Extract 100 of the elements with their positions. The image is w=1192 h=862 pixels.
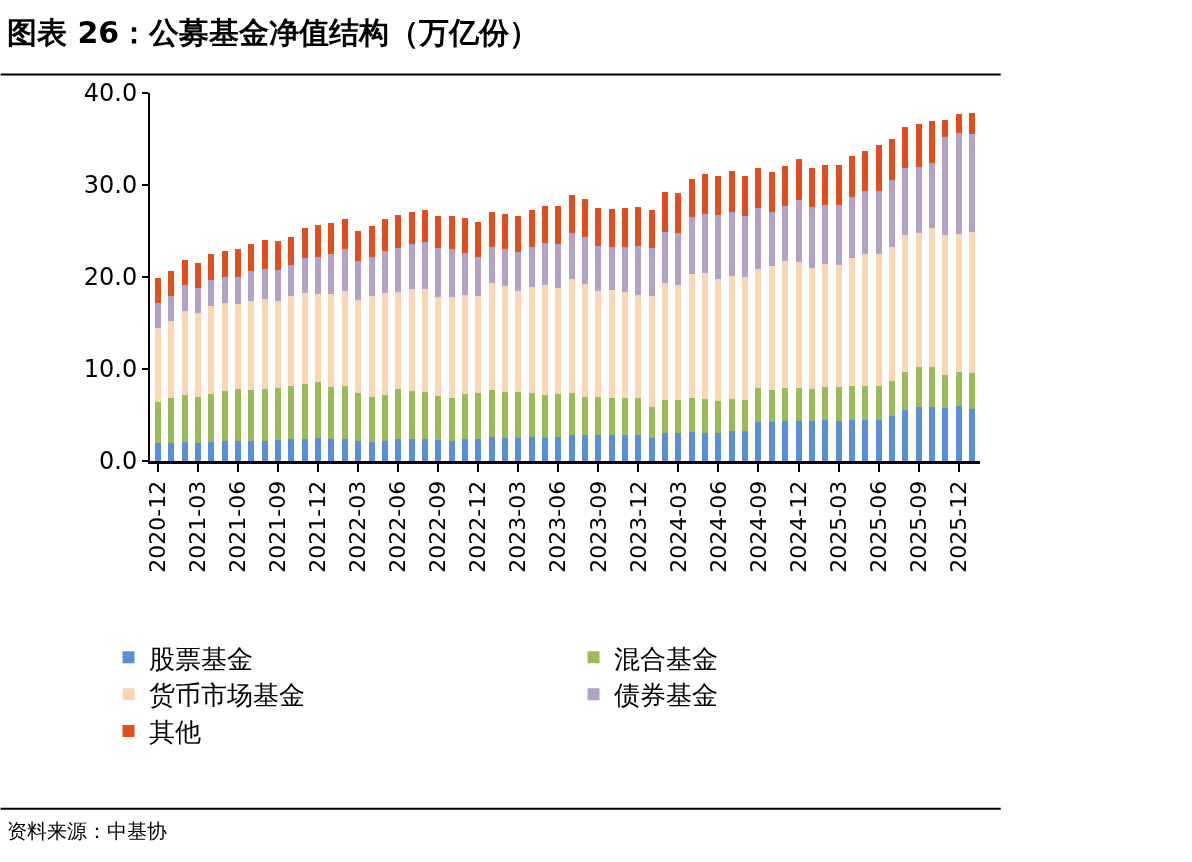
bar <box>808 267 815 390</box>
bar <box>688 178 695 218</box>
bar <box>341 438 348 461</box>
bar <box>955 114 962 133</box>
bar <box>341 290 348 387</box>
bar <box>675 285 682 401</box>
bar <box>261 299 268 390</box>
y-tick-label: 30.0 <box>83 171 138 200</box>
bar <box>501 213 508 250</box>
text: 资料来源：中基协 <box>7 819 167 843</box>
bar <box>208 393 215 442</box>
bar <box>622 208 629 247</box>
x-tick-label: 2024-03 <box>665 480 691 573</box>
bar <box>315 381 322 438</box>
bar <box>168 321 175 398</box>
bar <box>968 134 975 232</box>
bar <box>541 394 548 438</box>
bar <box>208 441 215 461</box>
bar <box>688 274 695 398</box>
bar <box>582 198 589 237</box>
bar <box>555 243 562 289</box>
bar <box>755 208 762 269</box>
bar <box>902 234 909 372</box>
bar <box>582 435 589 461</box>
bar <box>662 192 669 232</box>
bar <box>461 438 468 461</box>
bar <box>448 440 455 461</box>
bar <box>301 228 308 258</box>
bar <box>955 405 962 461</box>
bar <box>915 232 922 368</box>
bar <box>408 288 415 392</box>
bar <box>235 389 242 441</box>
bar <box>968 372 975 409</box>
chart-title: 图表 26：公募基金净值结构（万亿份） <box>7 15 540 50</box>
bar <box>888 246 895 381</box>
bar <box>368 396 375 442</box>
bar <box>715 175 722 216</box>
bar <box>328 294 335 388</box>
bar <box>355 231 362 262</box>
bar <box>221 251 228 277</box>
bar <box>315 294 322 382</box>
bar <box>608 398 615 436</box>
bar <box>902 168 909 235</box>
bar <box>168 271 175 297</box>
bar <box>301 292 308 384</box>
bar <box>622 435 629 461</box>
bar <box>888 180 895 247</box>
bar <box>501 286 508 392</box>
bar <box>461 253 468 296</box>
bar <box>488 437 495 461</box>
bar <box>888 139 895 181</box>
bar <box>688 431 695 461</box>
bar <box>635 398 642 436</box>
bar <box>635 435 642 461</box>
bar <box>541 285 548 395</box>
bar <box>662 282 669 401</box>
bar <box>915 166 922 233</box>
bar <box>501 392 508 438</box>
bar <box>541 206 548 243</box>
bar <box>622 291 629 399</box>
bar <box>702 173 709 214</box>
bar <box>461 393 468 439</box>
bar <box>288 438 295 461</box>
bar <box>435 395 442 440</box>
bar <box>875 386 882 420</box>
bar <box>235 249 242 277</box>
bar <box>541 438 548 461</box>
bar <box>301 257 308 293</box>
y-tick-label: 0.0 <box>99 447 138 476</box>
bar <box>355 300 362 393</box>
bar <box>221 391 228 441</box>
bar <box>755 422 762 461</box>
bar <box>168 442 175 461</box>
bar <box>968 113 975 135</box>
bar <box>475 256 482 297</box>
bar <box>488 390 495 438</box>
bar <box>822 387 829 420</box>
bar <box>568 392 575 436</box>
y-tick-label: 40.0 <box>83 79 138 108</box>
bar <box>862 254 869 387</box>
bar <box>555 437 562 461</box>
bar <box>782 206 789 262</box>
bar <box>862 419 869 461</box>
bar <box>488 246 495 284</box>
bar <box>782 261 789 389</box>
bar <box>355 440 362 461</box>
bar <box>688 217 695 275</box>
bar <box>635 207 642 246</box>
x-tick-label: 2022-09 <box>425 480 451 573</box>
bar <box>715 278 722 402</box>
bar <box>155 402 162 443</box>
bar <box>181 311 188 395</box>
bar <box>915 406 922 461</box>
bar <box>475 296 482 393</box>
bar <box>782 420 789 461</box>
bar <box>275 439 282 461</box>
legend-label: 混合基金 <box>613 643 718 674</box>
bar <box>768 172 775 212</box>
bar <box>595 290 602 397</box>
bar <box>728 211 735 277</box>
